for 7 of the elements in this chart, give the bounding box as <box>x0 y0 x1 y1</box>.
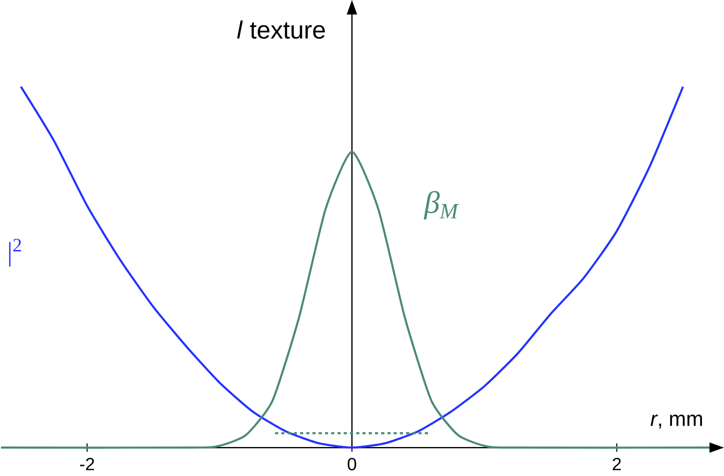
chart-title: l texture <box>237 20 325 39</box>
x-tick-label: -2 <box>80 458 94 470</box>
x-tick-label: 2 <box>612 458 621 470</box>
x-tick-label: 0 <box>348 458 356 470</box>
x-axis-title: r, mm <box>650 414 702 428</box>
series-label: β$_{M}$ <box>424 190 459 220</box>
text: |$^{2}$ <box>9 238 21 266</box>
